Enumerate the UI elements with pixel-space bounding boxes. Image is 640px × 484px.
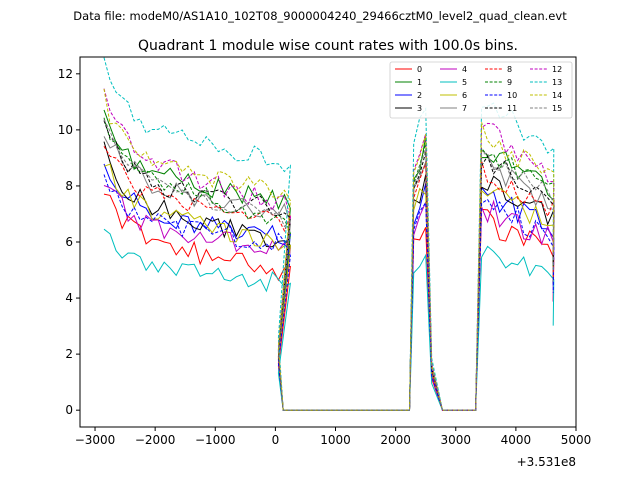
y-tick-label: 4 [65,291,73,305]
series-line-8 [103,146,555,411]
series-line-6 [103,163,555,411]
y-tick-label: 12 [58,67,73,81]
legend-label: 14 [552,91,562,100]
legend-label: 2 [417,91,422,100]
legend-label: 9 [507,78,512,87]
legend-label: 6 [462,91,467,100]
x-tick-label: 1000 [320,433,351,447]
chart-suptitle: Data file: modeM0/AS1A10_102T08_90000042… [73,9,567,23]
series-line-2 [103,163,555,411]
legend-label: 5 [462,78,467,87]
series-line-15 [103,119,555,411]
series-line-10 [103,174,555,411]
legend-label: 13 [552,78,562,87]
x-tick-label: −3000 [75,433,116,447]
x-tick-label: 0 [272,433,280,447]
legend-label: 1 [417,78,422,87]
legend-label: 8 [507,65,512,74]
chart-title: Quadrant 1 module wise count rates with … [138,38,518,54]
series-line-3 [103,141,555,411]
y-axis-ticks: 0 2 4 6 8 10 12 [58,67,80,417]
x-tick-label: 4000 [501,433,532,447]
legend-label: 15 [552,104,562,113]
series-line-11 [103,120,555,411]
y-tick-label: 8 [65,179,73,193]
y-tick-label: 2 [65,347,73,361]
legend-label: 12 [552,65,562,74]
legend-label: 4 [462,65,467,74]
legend-label: 3 [417,104,422,113]
legend-box [389,61,573,119]
y-tick-label: 0 [65,403,73,417]
x-tick-label: −2000 [135,433,176,447]
x-tick-label: 2000 [380,433,411,447]
legend-label: 11 [507,104,517,113]
x-tick-label: 5000 [561,433,592,447]
series-line-4 [103,185,555,411]
series-line-0 [103,193,555,411]
legend-label: 10 [507,91,517,100]
x-axis-offset-label: +3.531e8 [517,455,576,469]
legend-label: 7 [462,104,467,113]
y-tick-label: 10 [58,123,73,137]
legend-label: 0 [417,65,422,74]
x-tick-label: 3000 [440,433,471,447]
x-tick-label: −1000 [195,433,236,447]
y-tick-label: 6 [65,235,73,249]
series-line-5 [103,228,555,411]
series-lines [103,57,555,411]
x-axis-ticks: −3000 −2000 −1000 0 1000 2000 3000 4000 5000 [75,427,592,447]
